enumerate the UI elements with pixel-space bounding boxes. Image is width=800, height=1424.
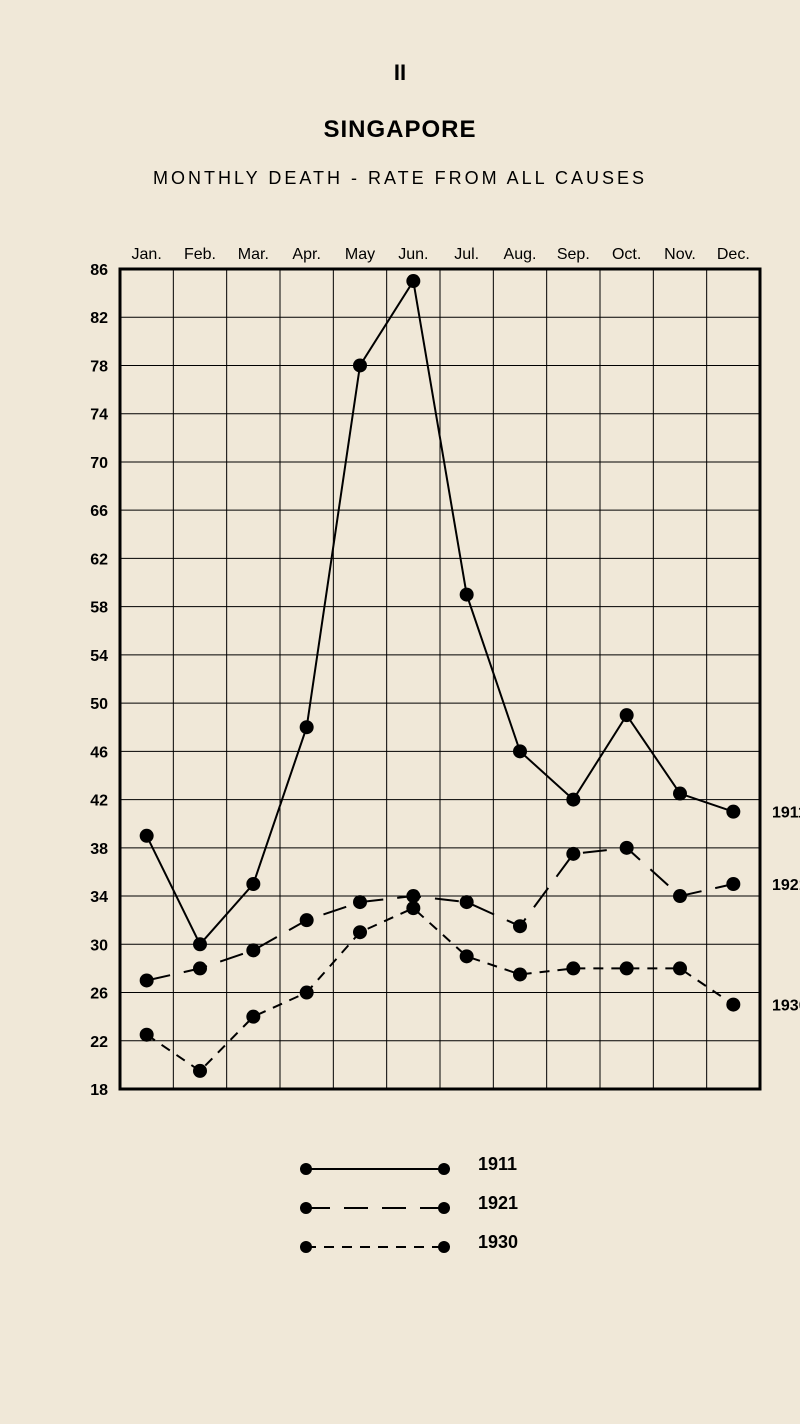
legend-line [300, 1159, 450, 1171]
svg-text:Apr.: Apr. [292, 246, 320, 263]
legend-line [300, 1237, 450, 1249]
svg-text:34: 34 [90, 889, 108, 906]
svg-text:46: 46 [90, 744, 108, 761]
svg-text:78: 78 [90, 358, 108, 375]
chart-container: Jan. Feb. Mar. Apr. May Jun. Jul. Aug. Sep. Oct. N… [60, 239, 740, 1114]
svg-text:1930: 1930 [772, 998, 800, 1015]
chart-subtitle: MONTHLY DEATH - RATE FROM ALL CAUSES [0, 168, 800, 189]
legend: 1911 1921 1930 [300, 1154, 800, 1253]
svg-text:62: 62 [90, 551, 108, 568]
legend-label: 1921 [478, 1193, 518, 1214]
svg-text:30: 30 [90, 937, 108, 954]
svg-text:22: 22 [90, 1034, 108, 1051]
svg-text:38: 38 [90, 841, 108, 858]
svg-text:Jul.: Jul. [454, 246, 479, 263]
svg-text:May: May [345, 246, 375, 263]
svg-text:58: 58 [90, 600, 108, 617]
page-number: II [0, 60, 800, 86]
svg-text:Mar.: Mar. [238, 246, 269, 263]
svg-text:70: 70 [90, 455, 108, 472]
chart-title: SINGAPORE [0, 116, 800, 144]
legend-item: 1930 [300, 1232, 800, 1253]
legend-item: 1911 [300, 1154, 800, 1175]
svg-text:Jan.: Jan. [132, 246, 162, 263]
svg-text:1921: 1921 [772, 877, 800, 894]
svg-text:Feb.: Feb. [184, 246, 216, 263]
svg-text:1911: 1911 [772, 805, 800, 822]
svg-text:Aug.: Aug. [504, 246, 537, 263]
legend-label: 1911 [478, 1154, 517, 1175]
svg-text:26: 26 [90, 986, 108, 1003]
svg-text:18: 18 [90, 1082, 108, 1099]
svg-text:54: 54 [90, 648, 108, 665]
svg-text:Oct.: Oct. [612, 246, 641, 263]
svg-text:Sep.: Sep. [557, 246, 590, 263]
svg-text:74: 74 [90, 407, 108, 424]
svg-text:Dec.: Dec. [717, 246, 750, 263]
svg-text:82: 82 [90, 310, 108, 327]
svg-text:86: 86 [90, 262, 108, 279]
line-chart: Jan. Feb. Mar. Apr. May Jun. Jul. Aug. Sep. Oct. N… [60, 239, 800, 1109]
svg-text:66: 66 [90, 503, 108, 520]
svg-text:Nov.: Nov. [664, 246, 696, 263]
svg-text:Jun.: Jun. [398, 246, 428, 263]
legend-label: 1930 [478, 1232, 518, 1253]
svg-text:42: 42 [90, 793, 108, 810]
legend-line [300, 1198, 450, 1210]
legend-item: 1921 [300, 1193, 800, 1214]
svg-text:50: 50 [90, 696, 108, 713]
